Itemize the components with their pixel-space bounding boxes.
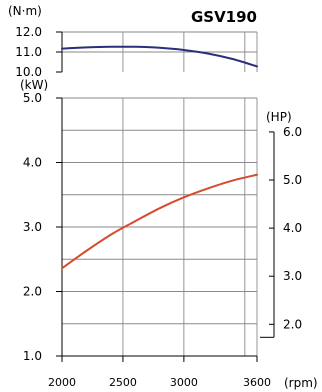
chart-title: GSV190	[191, 8, 257, 26]
torque-axis-unit: (N·m)	[8, 4, 42, 18]
x-axis-unit: (rpm)	[284, 376, 318, 390]
power-kw-tick-label-1: 2.0	[23, 285, 42, 299]
power-kw-axis-unit: (kW)	[20, 78, 48, 92]
x-tick-label-2: 3000	[170, 376, 198, 389]
power-kw-tick-label-2: 3.0	[23, 220, 42, 234]
label-layer: GSV190 (N·m) (kW) (HP) (rpm) 10.0 11.0 12.…	[8, 4, 318, 390]
torque-tick-label-2: 12.0	[15, 25, 42, 39]
power-kw-tick-label-4: 5.0	[23, 91, 42, 105]
torque-tick-label-0: 10.0	[15, 65, 42, 79]
power-curve	[61, 173, 258, 270]
x-tick-label-3: 3600	[243, 376, 271, 389]
power-hp-tick-label-4: 6.0	[283, 125, 302, 139]
grid-layer	[62, 31, 258, 356]
x-tick-label-1: 2500	[109, 376, 137, 389]
torque-tick-label-1: 11.0	[15, 45, 42, 59]
torque-curve	[61, 45, 258, 68]
series-layer	[61, 45, 258, 270]
power-hp-tick-label-3: 5.0	[283, 173, 302, 187]
power-hp-axis-unit: (HP)	[266, 110, 292, 124]
axes-layer	[56, 31, 275, 362]
power-hp-tick-label-2: 4.0	[283, 221, 302, 235]
power-hp-tick-label-0: 2.0	[283, 317, 302, 331]
x-tick-label-0: 2000	[48, 376, 76, 389]
power-hp-tick-label-1: 3.0	[283, 269, 302, 283]
power-kw-tick-label-0: 1.0	[23, 349, 42, 363]
power-kw-tick-label-3: 4.0	[23, 156, 42, 170]
